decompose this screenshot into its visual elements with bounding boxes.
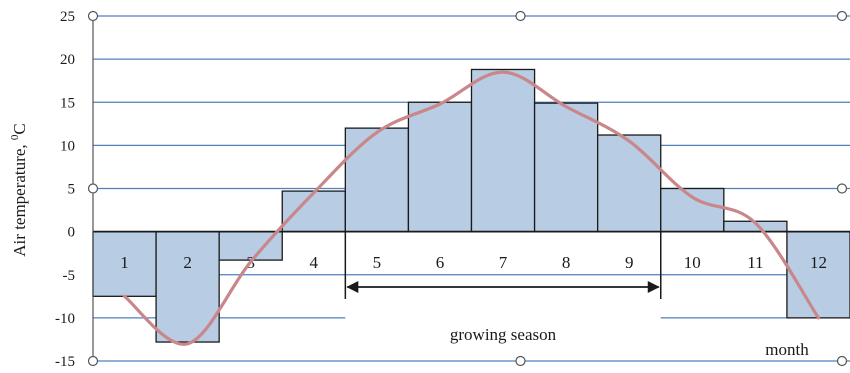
selection-handle [87, 355, 99, 367]
selection-handle [836, 355, 848, 367]
axis-frame [87, 10, 848, 367]
category-label: 2 [183, 253, 192, 272]
selection-handle [87, 183, 99, 194]
y-axis-title: Air temperature, 0C [9, 123, 29, 256]
y-tick-label: 15 [60, 95, 75, 111]
category-label: 9 [625, 253, 634, 272]
bar-month-7 [470, 68, 536, 233]
y-tick-label: 5 [68, 182, 76, 198]
category-label: 10 [684, 253, 701, 272]
category-label: 12 [810, 253, 827, 272]
season-arrow-head-right [647, 281, 660, 293]
y-axis-title-main: Air temperature, [10, 140, 29, 257]
category-label: 7 [499, 253, 508, 272]
category-label: 6 [436, 253, 445, 272]
selection-handle [836, 10, 848, 22]
y-tick-label: -5 [63, 268, 76, 284]
y-tick-label: 10 [60, 138, 75, 154]
selection-handle [836, 183, 848, 194]
temperature-curve [122, 70, 821, 346]
y-tick-labels: -15 -10 -5 0 5 10 15 20 25 [55, 9, 75, 370]
category-label: 8 [562, 253, 571, 272]
bar-month-5 [344, 127, 410, 233]
selection-handle [515, 10, 526, 22]
selection-handle [515, 355, 526, 367]
y-tick-label: -15 [55, 354, 75, 370]
category-label: 11 [747, 253, 763, 272]
season-arrow-head-left [346, 281, 359, 293]
bar-month-6 [407, 101, 473, 233]
month-label: month [765, 340, 809, 359]
bar-month-10 [660, 187, 725, 233]
selection-handle [87, 10, 99, 22]
bar-month-12 [786, 230, 850, 319]
y-axis-title-sup: 0 [9, 134, 21, 140]
bars [92, 68, 850, 343]
y-tick-label: -10 [55, 311, 75, 327]
growing-season-label: growing season [450, 325, 557, 344]
bar-month-4 [281, 190, 346, 233]
y-tick-label: 0 [68, 225, 76, 241]
y-tick-label: 25 [60, 9, 75, 25]
y-tick-label: 20 [60, 52, 75, 68]
category-labels: 1 2 3 4 5 6 7 8 9 10 11 12 [120, 253, 827, 272]
bar-month-9 [597, 134, 662, 233]
annotations: growing season month [344, 231, 809, 359]
category-label: 1 [120, 253, 129, 272]
y-axis-title-unit: C [10, 123, 29, 134]
curve-line [122, 70, 821, 346]
category-label: 4 [310, 253, 319, 272]
category-label: 5 [373, 253, 382, 272]
bar-month-8 [533, 102, 599, 233]
